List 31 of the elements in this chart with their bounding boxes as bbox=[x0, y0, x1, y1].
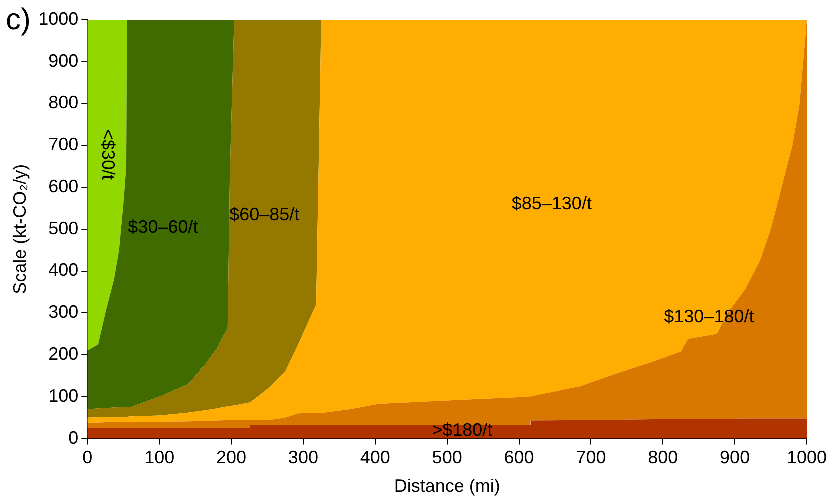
y-tick-label: 100 bbox=[48, 386, 79, 406]
y-tick-label: 900 bbox=[48, 50, 79, 71]
y-tick-label: 500 bbox=[48, 218, 79, 238]
y-axis-title: Scale (kt-CO₂/y) bbox=[10, 164, 30, 294]
x-tick-label: 800 bbox=[648, 448, 678, 468]
x-tick-label: 400 bbox=[360, 448, 390, 468]
x-tick-label: 1000 bbox=[786, 448, 828, 468]
series-label: $30–60/t bbox=[128, 217, 198, 238]
y-tick-label: 700 bbox=[48, 134, 79, 155]
y-tick-label: 300 bbox=[48, 302, 79, 322]
y-tick-label: 400 bbox=[48, 260, 79, 280]
text: c) bbox=[6, 3, 31, 36]
x-tick-label: 100 bbox=[144, 448, 175, 468]
x-tick-label: 700 bbox=[576, 448, 606, 468]
series-label: $130–180/t bbox=[664, 306, 754, 327]
y-tick-label: 800 bbox=[48, 92, 79, 113]
x-tick-label: 900 bbox=[720, 448, 750, 468]
series-label: $60–85/t bbox=[230, 204, 300, 225]
series-label: <$30/t bbox=[98, 129, 119, 180]
x-axis-title: Distance (mi) bbox=[394, 476, 500, 496]
y-tick-label: 1000 bbox=[38, 8, 79, 29]
y-tick-label: 600 bbox=[48, 176, 79, 196]
x-tick-label: 0 bbox=[82, 448, 93, 468]
x-tick-label: 600 bbox=[504, 448, 534, 468]
y-tick-label: 0 bbox=[68, 428, 79, 448]
series-label: >$180/t bbox=[432, 420, 493, 440]
y-tick-label: 200 bbox=[48, 344, 79, 364]
x-tick-label: 300 bbox=[288, 448, 318, 468]
x-tick-label: 200 bbox=[216, 448, 247, 468]
x-tick-label: 500 bbox=[432, 448, 462, 468]
series-label: $85–130/t bbox=[512, 193, 592, 214]
